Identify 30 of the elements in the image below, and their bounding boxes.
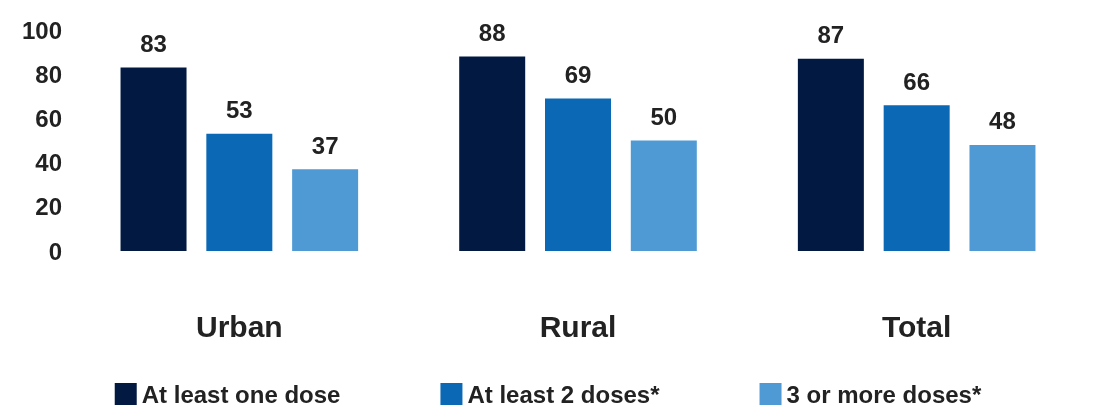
legend-label: 3 or more doses* (786, 380, 982, 408)
bar (206, 133, 273, 251)
bar (120, 67, 187, 251)
y-tick-label: 40 (35, 149, 62, 177)
y-tick-label: 0 (48, 237, 62, 265)
x-tick-label: Total (881, 309, 952, 343)
data-label: 48 (989, 107, 1016, 135)
legend-label: At least 2 doses* (467, 380, 661, 408)
data-label: 53 (225, 96, 253, 124)
data-label: 37 (311, 131, 339, 159)
y-tick-label: 60 (35, 104, 62, 132)
bar (545, 98, 611, 251)
data-label: 83 (140, 30, 167, 58)
bar (292, 169, 359, 251)
data-label: 88 (478, 19, 506, 47)
data-label: 66 (903, 67, 931, 95)
y-tick-label: 20 (35, 193, 62, 221)
bar (459, 56, 526, 251)
bar (630, 140, 697, 251)
bar (797, 58, 864, 251)
bar (969, 144, 1036, 251)
x-tick-label: Urban (195, 309, 283, 343)
data-label: 87 (817, 21, 845, 49)
legend-label: At least one dose (141, 380, 341, 408)
y-tick-label: 80 (35, 60, 62, 88)
data-label: 50 (650, 103, 678, 130)
x-tick-label: Rural (539, 309, 617, 343)
data-label: 69 (564, 61, 592, 89)
bar (883, 105, 950, 251)
y-tick-label: 100 (21, 16, 62, 44)
